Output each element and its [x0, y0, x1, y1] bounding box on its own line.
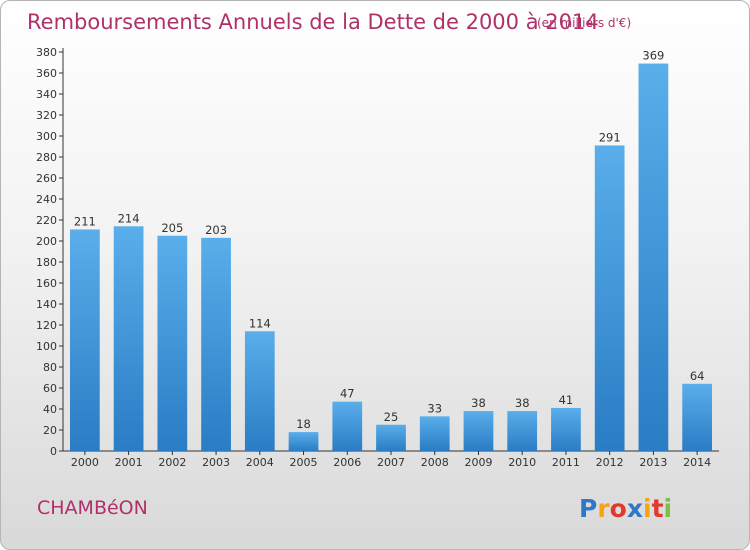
- y-tick-label: 260: [36, 172, 57, 185]
- y-tick-label: 120: [36, 319, 57, 332]
- logo-letter: t: [652, 494, 664, 523]
- data-label-2004: 114: [249, 316, 271, 330]
- logo-letter: r: [597, 494, 610, 523]
- x-tick-label-2009: 2009: [464, 456, 492, 469]
- y-tick-label: 20: [43, 424, 57, 437]
- y-tick-label: 140: [36, 298, 57, 311]
- logo-letter: o: [610, 494, 627, 523]
- x-tick-label-2012: 2012: [596, 456, 624, 469]
- bar-2001: [113, 226, 144, 451]
- y-tick-label: 0: [50, 445, 57, 458]
- bars-group: 211 214 205 203 114 18 47 25 33 38 38 41 291 369 64: [69, 49, 713, 452]
- data-label-2001: 214: [118, 211, 140, 225]
- x-tick-label-2008: 2008: [421, 456, 449, 469]
- y-tick-label: 220: [36, 214, 57, 227]
- x-tick-label-2004: 2004: [246, 456, 274, 469]
- data-label-2013: 369: [642, 49, 664, 63]
- y-tick-label: 280: [36, 151, 57, 164]
- data-label-2002: 205: [161, 221, 183, 235]
- bar-2004: [244, 331, 275, 451]
- data-label-2012: 291: [599, 130, 621, 144]
- proxiti-logo: Proxiti: [579, 494, 672, 523]
- data-label-2007: 25: [384, 410, 399, 424]
- bar-2007: [376, 424, 406, 451]
- chart-unit-label: (en milliers d'€): [537, 16, 631, 30]
- y-tick-label: 360: [36, 67, 57, 80]
- bar-2011: [551, 407, 581, 451]
- y-tick-label: 320: [36, 109, 57, 122]
- chart-title: Remboursements Annuels de la Dette de 20…: [27, 10, 599, 34]
- commune-name: CHAMBéON: [37, 497, 148, 519]
- x-tick-label-2010: 2010: [508, 456, 536, 469]
- bar-2012: [594, 145, 625, 451]
- y-tick-label: 340: [36, 88, 57, 101]
- bar-2003: [201, 237, 231, 451]
- y-tick-label: 380: [36, 46, 57, 59]
- logo-letter: i: [643, 494, 652, 523]
- x-tick-label-2002: 2002: [158, 456, 186, 469]
- x-tick-label-2006: 2006: [333, 456, 361, 469]
- data-label-2010: 38: [515, 396, 530, 410]
- x-tick-label-2011: 2011: [552, 456, 580, 469]
- data-label-2011: 41: [559, 393, 574, 407]
- data-label-2014: 64: [690, 369, 705, 383]
- y-tick-label: 60: [43, 382, 57, 395]
- x-tick-label-2005: 2005: [290, 456, 318, 469]
- y-tick-label: 160: [36, 277, 57, 290]
- y-tick-label: 80: [43, 361, 57, 374]
- x-tick-label-2007: 2007: [377, 456, 405, 469]
- x-tick-label-2000: 2000: [71, 456, 99, 469]
- logo-letter: x: [627, 494, 643, 523]
- x-tick-label-2001: 2001: [115, 456, 143, 469]
- data-label-2006: 47: [340, 387, 355, 401]
- x-tick-label-2014: 2014: [683, 456, 711, 469]
- axes: 0 20 40 60 80 100 120 140 160 180 200 220 240 260 280 3…: [36, 46, 719, 469]
- y-tick-label: 240: [36, 193, 57, 206]
- data-label-2009: 38: [471, 396, 486, 410]
- bar-2000: [69, 229, 100, 451]
- x-tick-label-2003: 2003: [202, 456, 230, 469]
- y-tick-label: 40: [43, 403, 57, 416]
- y-tick-label: 100: [36, 340, 57, 353]
- bar-2005: [288, 432, 319, 451]
- data-label-2005: 18: [296, 417, 311, 431]
- data-label-2003: 203: [205, 223, 227, 237]
- bar-2002: [157, 235, 188, 451]
- y-tick-label: 180: [36, 256, 57, 269]
- y-tick-label: 300: [36, 130, 57, 143]
- bar-2014: [682, 383, 713, 451]
- bar-2010: [507, 411, 538, 451]
- logo-letter: i: [664, 494, 673, 523]
- bar-2008: [419, 416, 450, 451]
- logo-letter: P: [579, 494, 597, 523]
- data-label-2000: 211: [74, 214, 96, 228]
- x-tick-label-2013: 2013: [639, 456, 667, 469]
- bar-2006: [332, 401, 363, 451]
- bar-2009: [463, 411, 494, 451]
- y-tick-label: 200: [36, 235, 57, 248]
- data-label-2008: 33: [427, 401, 442, 415]
- bar-2013: [638, 63, 669, 452]
